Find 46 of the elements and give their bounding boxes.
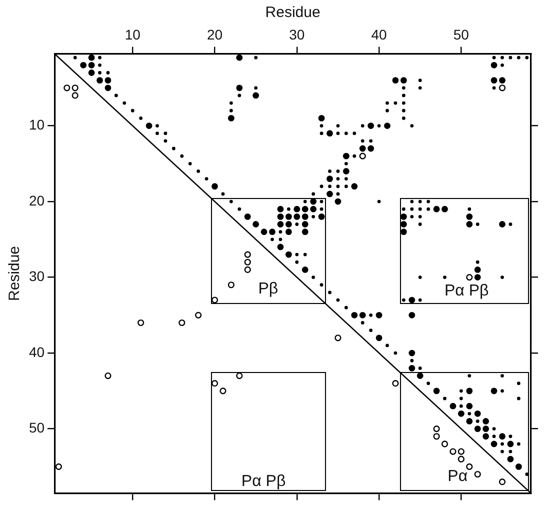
- point: [498, 84, 506, 92]
- point: [64, 84, 70, 92]
- point: [474, 470, 481, 478]
- point: [441, 440, 448, 448]
- annotation: Pβ: [258, 280, 278, 298]
- x-tick-label: 50: [453, 26, 470, 42]
- point: [498, 478, 506, 486]
- point: [228, 282, 234, 288]
- point: [359, 152, 366, 160]
- point: [138, 319, 144, 326]
- y-tick-label: 50: [28, 420, 45, 436]
- point: [433, 426, 440, 432]
- point: [211, 380, 218, 387]
- point: [104, 372, 112, 380]
- y-tick-label: 20: [28, 192, 45, 208]
- point: [220, 388, 226, 394]
- point: [433, 433, 440, 440]
- point: [458, 456, 464, 462]
- x-axis-title: Residue: [265, 4, 320, 22]
- annotation: Pα Pβ: [444, 282, 489, 300]
- point: [466, 463, 473, 470]
- x-tick-label: 30: [289, 26, 305, 42]
- x-tick-label: 20: [206, 26, 223, 42]
- point: [178, 319, 186, 326]
- point: [211, 296, 218, 304]
- x-tick-label: 10: [124, 26, 141, 42]
- point: [72, 84, 78, 92]
- point: [244, 251, 251, 258]
- y-tick-label: 10: [28, 116, 45, 133]
- point: [334, 334, 342, 342]
- point: [236, 372, 243, 380]
- point: [244, 258, 251, 266]
- y-axis-title: Residue: [6, 246, 24, 302]
- annotation: Pα Pβ: [241, 472, 286, 490]
- point: [466, 274, 473, 281]
- x-tick-label: 40: [371, 26, 388, 42]
- point: [244, 266, 251, 274]
- y-tick-label: 40: [28, 344, 45, 360]
- point: [458, 448, 464, 455]
- point: [195, 312, 202, 318]
- annotation: Pα: [448, 468, 468, 486]
- point: [450, 448, 456, 455]
- point: [392, 380, 399, 387]
- y-tick-label: 30: [28, 268, 45, 284]
- point: [72, 92, 78, 99]
- point: [55, 463, 62, 470]
